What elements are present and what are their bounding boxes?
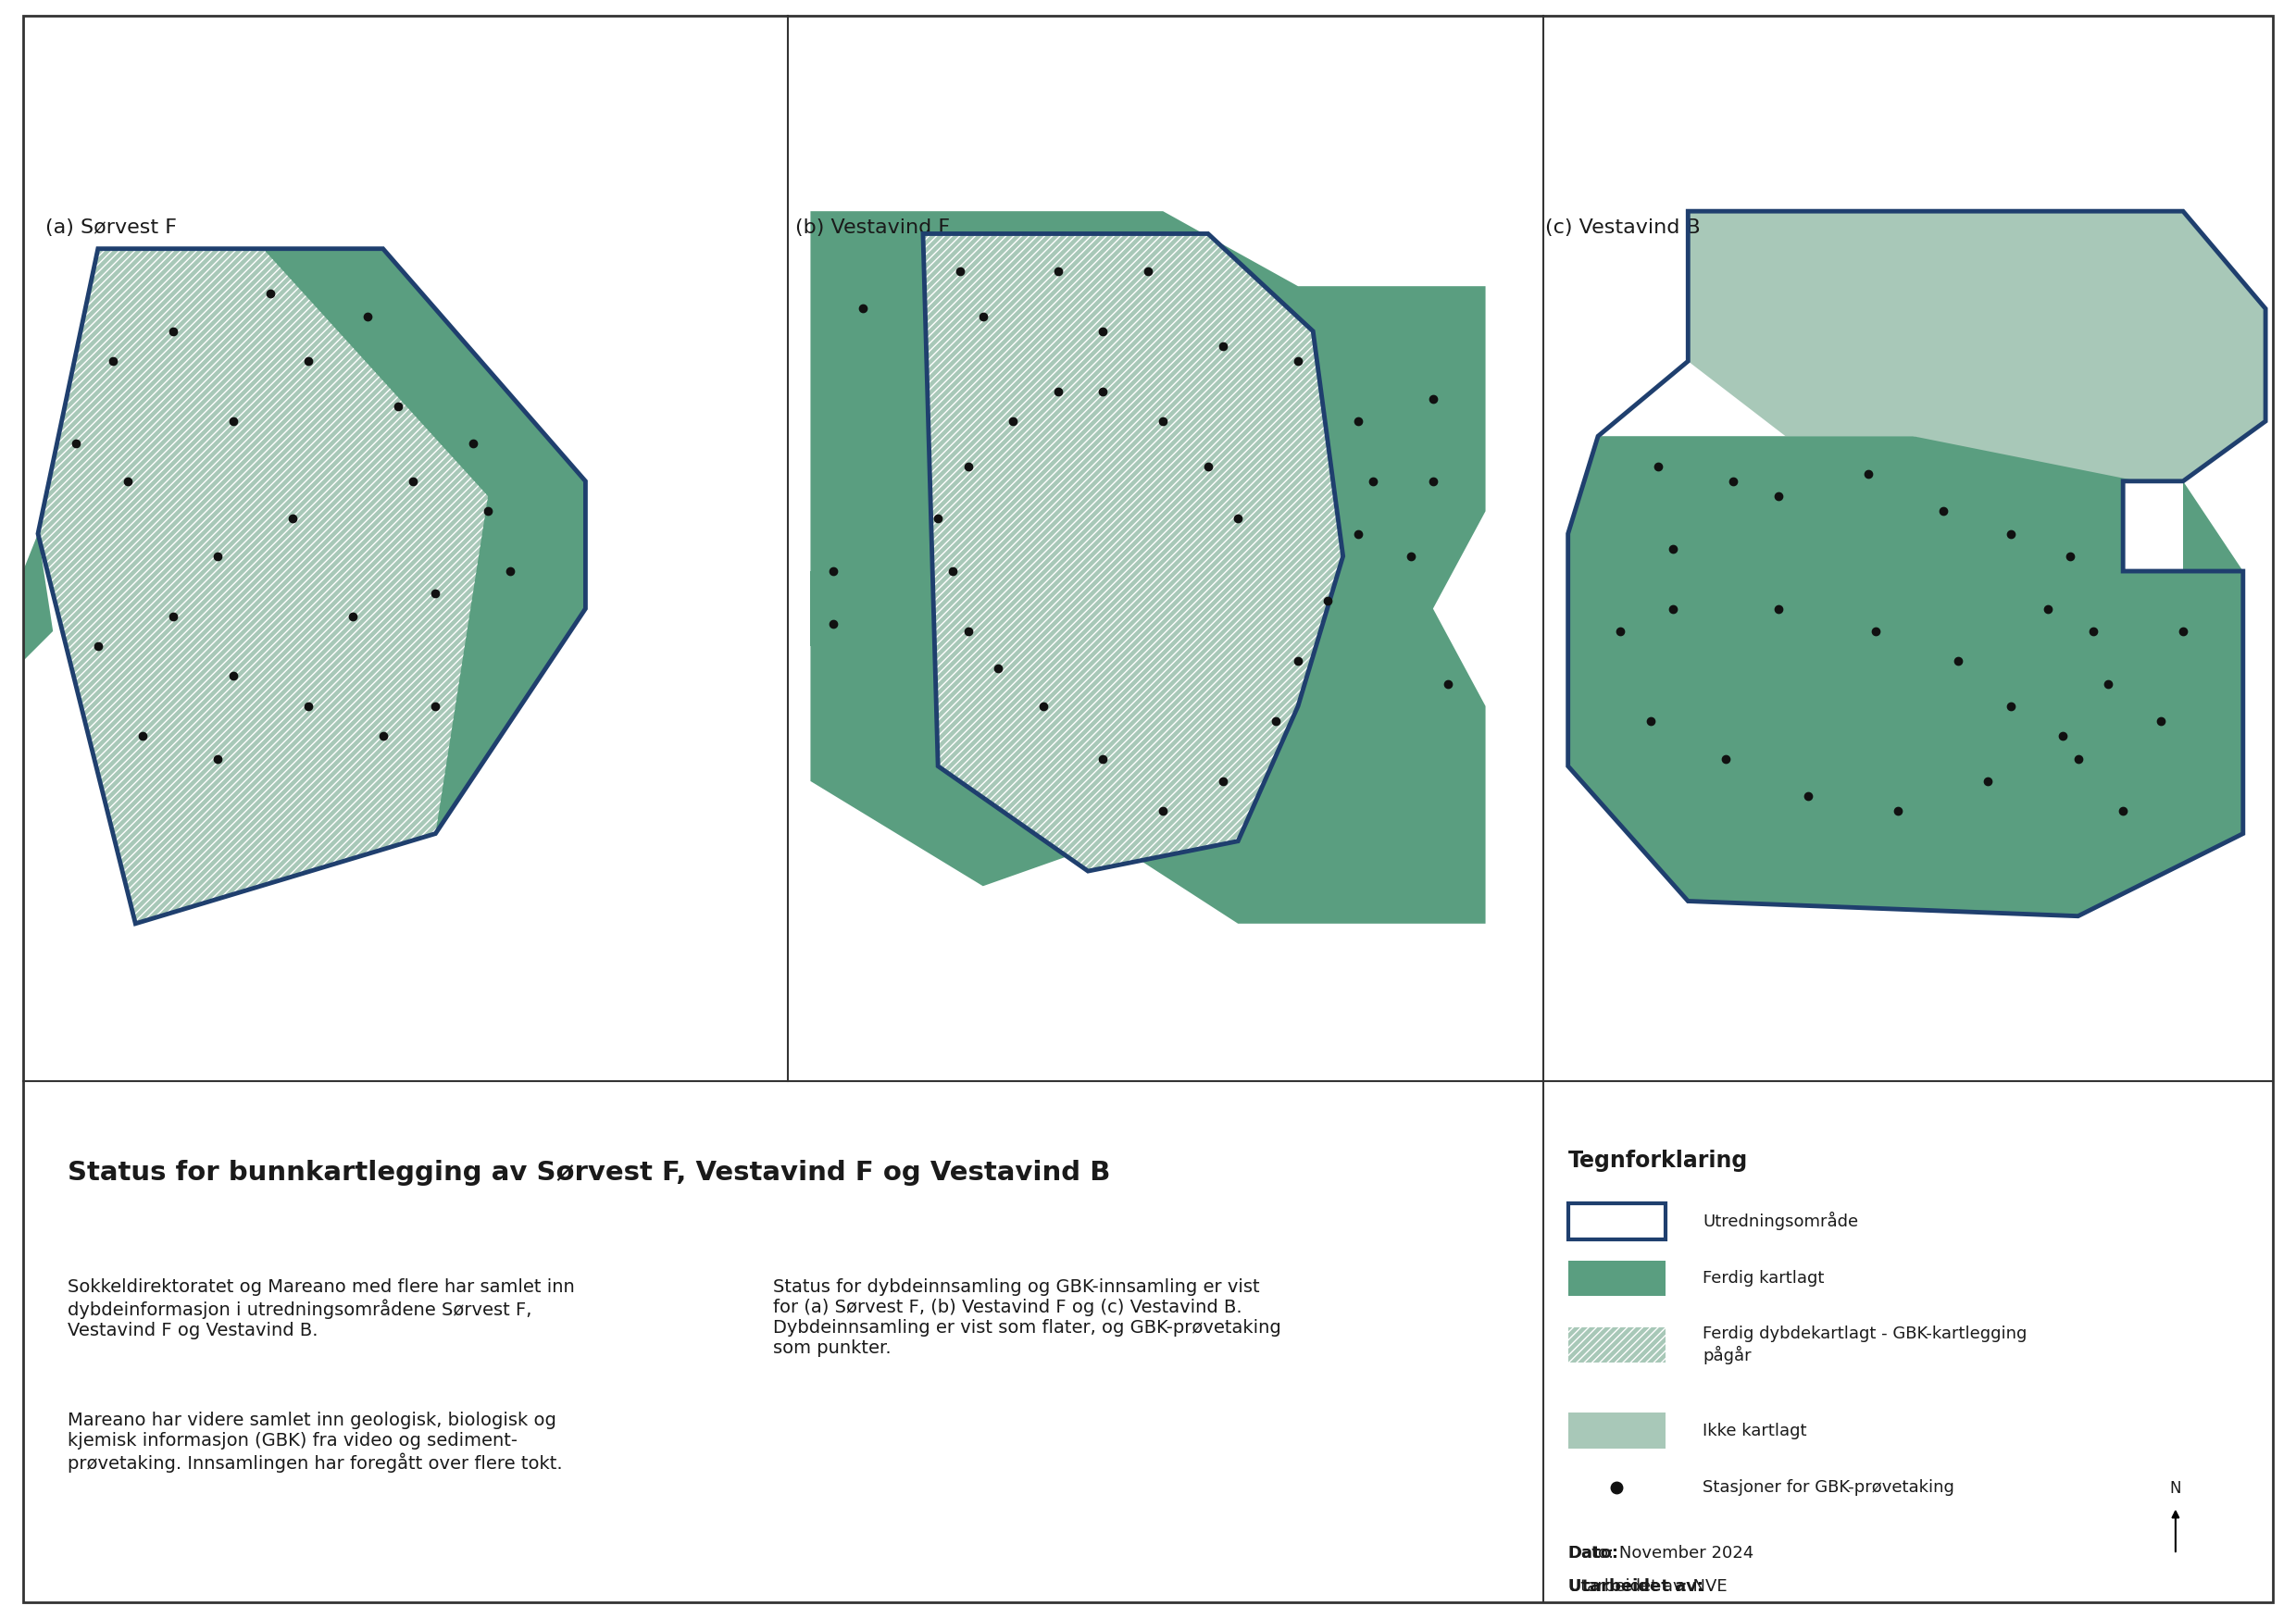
FancyBboxPatch shape <box>1568 1413 1665 1448</box>
Text: Status for dybdeinnsamling og GBK-innsamling er vist
for (a) Sørvest F, (b) Vest: Status for dybdeinnsamling og GBK-innsam… <box>774 1278 1281 1358</box>
Text: Ferdig kartlagt: Ferdig kartlagt <box>1704 1270 1825 1286</box>
Polygon shape <box>39 249 489 924</box>
Text: NVE: NVE <box>2193 1566 2220 1579</box>
Text: Sokkeldirektoratet og Mareano med flere har samlet inn
dybdeinformasjon i utredn: Sokkeldirektoratet og Mareano med flere … <box>69 1278 574 1340</box>
Text: Ferdig dybdekartlagt - GBK-kartlegging
pågår: Ferdig dybdekartlagt - GBK-kartlegging p… <box>1704 1325 2027 1364</box>
Text: Utarbeidet av:: Utarbeidet av: <box>1568 1578 1704 1595</box>
Text: (a) Sørvest F: (a) Sørvest F <box>46 218 177 238</box>
Polygon shape <box>810 212 1486 924</box>
Text: Dato:: Dato: <box>1568 1545 1619 1561</box>
Text: (c) Vestavind B: (c) Vestavind B <box>1545 218 1701 238</box>
Polygon shape <box>39 249 585 924</box>
FancyBboxPatch shape <box>1568 1327 1665 1362</box>
Text: Tegnforklaring: Tegnforklaring <box>1568 1150 1747 1171</box>
Text: N: N <box>2170 1480 2181 1497</box>
Polygon shape <box>1688 212 2266 481</box>
Text: Status for bunnkartlegging av Sørvest F, Vestavind F og Vestavind B: Status for bunnkartlegging av Sørvest F,… <box>69 1160 1111 1186</box>
Text: Utredningsområde: Utredningsområde <box>1704 1212 1860 1231</box>
Text: (b) Vestavind F: (b) Vestavind F <box>794 218 951 238</box>
Text: Ikke kartlagt: Ikke kartlagt <box>1704 1422 1807 1438</box>
FancyBboxPatch shape <box>1568 1204 1665 1239</box>
Polygon shape <box>1568 437 2243 916</box>
Polygon shape <box>923 233 1343 870</box>
Text: Utarbeidet av: NVE: Utarbeidet av: NVE <box>1568 1578 1727 1595</box>
Polygon shape <box>810 571 923 646</box>
Text: Mareano har videre samlet inn geologisk, biologisk og
kjemisk informasjon (GBK) : Mareano har videre samlet inn geologisk,… <box>69 1411 563 1472</box>
Text: Dato: November 2024: Dato: November 2024 <box>1568 1545 1754 1561</box>
Polygon shape <box>23 534 53 662</box>
FancyBboxPatch shape <box>1568 1260 1665 1296</box>
Polygon shape <box>2124 481 2183 571</box>
Text: Stasjoner for GBK-prøvetaking: Stasjoner for GBK-prøvetaking <box>1704 1479 1954 1497</box>
